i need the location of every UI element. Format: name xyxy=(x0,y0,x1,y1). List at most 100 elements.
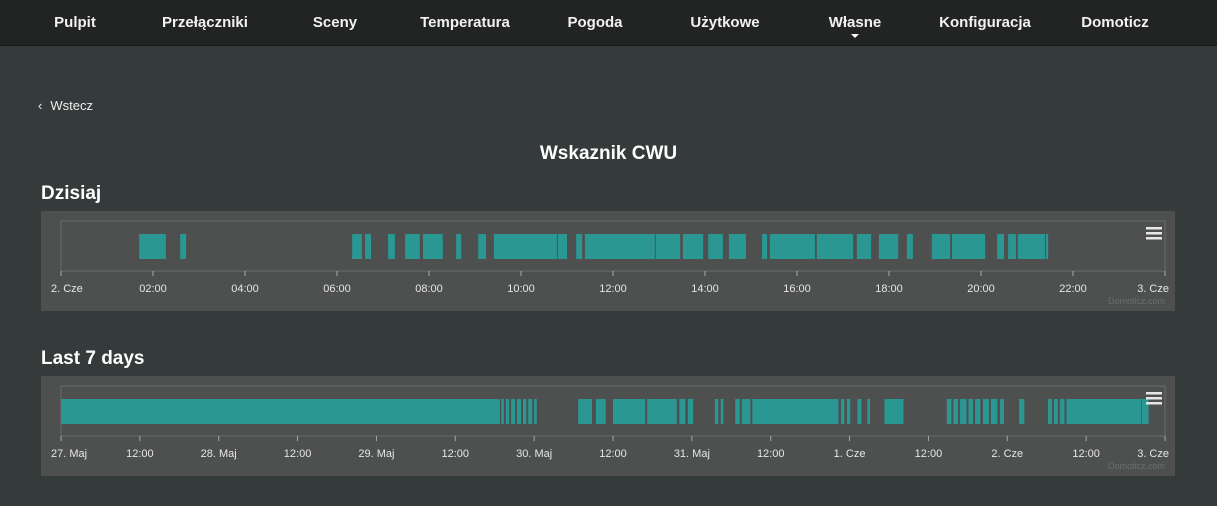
chart-heading: Dzisiaj xyxy=(41,183,102,204)
on-interval xyxy=(511,399,516,424)
on-interval xyxy=(679,399,686,424)
x-tick-label: 02:00 xyxy=(139,283,167,295)
on-interval xyxy=(576,234,583,259)
on-interval xyxy=(741,399,751,424)
timeline-chart: 27. Maj 12:00 28. Maj 12:00 29. Maj 12:00 30. … xyxy=(41,376,1175,476)
x-tick-label: 12:00 xyxy=(1072,448,1100,460)
on-interval xyxy=(990,399,998,424)
nav-item[interactable]: Sceny xyxy=(312,14,358,31)
on-interval xyxy=(953,399,958,424)
x-tick-label: 12:00 xyxy=(599,448,627,460)
dropdown-caret xyxy=(851,34,859,38)
on-interval xyxy=(1059,399,1065,424)
x-tick-label: 31. Maj xyxy=(674,448,710,460)
on-interval xyxy=(61,399,500,424)
on-interval xyxy=(180,234,187,259)
timeline-chart: 2. Cze 02:00 04:00 06:00 08:00 10:00 12:00 14:0… xyxy=(41,211,1175,311)
x-tick-label: 12:00 xyxy=(442,448,470,460)
x-tick-label: 27. Maj xyxy=(51,448,87,460)
on-interval xyxy=(388,234,395,259)
x-tick-label: 28. Maj xyxy=(201,448,237,460)
on-interval xyxy=(423,234,443,259)
x-tick-label: 12:00 xyxy=(915,448,943,460)
on-interval xyxy=(959,399,967,424)
nav-item[interactable]: Pogoda xyxy=(567,14,623,31)
on-interval xyxy=(816,234,854,259)
on-interval xyxy=(1000,399,1004,424)
on-interval xyxy=(968,399,974,424)
on-interval xyxy=(1048,399,1052,424)
on-interval xyxy=(405,234,420,259)
on-interval xyxy=(534,399,537,424)
menu-line[interactable] xyxy=(1146,237,1162,240)
on-interval xyxy=(528,399,533,424)
on-interval xyxy=(493,234,557,259)
on-interval xyxy=(578,399,592,424)
x-tick-label: 12:00 xyxy=(757,448,785,460)
chart-heading: Last 7 days xyxy=(41,348,145,369)
menu-line[interactable] xyxy=(1146,397,1162,400)
nav-item[interactable]: Temperatura xyxy=(420,14,510,31)
on-interval xyxy=(708,234,723,259)
on-interval xyxy=(997,234,1004,259)
x-tick-label: 12:00 xyxy=(599,283,627,295)
nav-item[interactable]: Domoticz xyxy=(1081,14,1149,31)
on-interval xyxy=(365,234,372,259)
on-interval xyxy=(878,234,899,259)
x-tick-label: 14:00 xyxy=(691,283,719,295)
on-interval xyxy=(752,399,839,424)
x-tick-label: 18:00 xyxy=(875,283,903,295)
menu-line[interactable] xyxy=(1146,227,1162,230)
x-tick-label: 1. Cze xyxy=(834,448,866,460)
menu-line[interactable] xyxy=(1146,402,1162,405)
nav-item[interactable]: Własne xyxy=(790,0,920,45)
on-interval xyxy=(1017,234,1045,259)
x-tick-label: 2. Cze xyxy=(51,283,83,295)
on-interval xyxy=(906,234,913,259)
on-interval xyxy=(139,234,166,259)
x-tick-label: 3. Cze xyxy=(1137,283,1169,295)
nav-item[interactable]: Przełączniki xyxy=(162,14,248,31)
back-text[interactable]: Wstecz xyxy=(50,98,93,113)
on-interval xyxy=(505,399,510,424)
on-interval xyxy=(1053,399,1058,424)
nav-bar: Pulpit Przełączniki Sceny Temperatura Pogoda… xyxy=(0,0,1217,46)
x-tick-label: 29. Maj xyxy=(358,448,394,460)
on-interval xyxy=(856,234,872,259)
on-interval xyxy=(846,399,851,424)
on-interval xyxy=(352,234,362,259)
on-interval xyxy=(522,399,527,424)
chart-credit: Domoticz.com xyxy=(1108,296,1165,306)
on-interval xyxy=(1066,399,1142,424)
x-tick-label: 06:00 xyxy=(323,283,351,295)
on-interval xyxy=(687,399,694,424)
x-tick-label: 10:00 xyxy=(507,283,535,295)
on-interval xyxy=(720,399,724,424)
x-tick-label: 04:00 xyxy=(231,283,259,295)
chart-menu-button[interactable] xyxy=(1146,227,1162,240)
on-interval xyxy=(1142,399,1149,424)
on-interval xyxy=(884,399,904,424)
chart-menu-button[interactable] xyxy=(1146,392,1162,405)
back-link[interactable]: ‹ Wstecz xyxy=(38,98,93,113)
on-interval xyxy=(952,234,986,259)
x-tick-label: 30. Maj xyxy=(516,448,552,460)
on-interval xyxy=(769,234,815,259)
nav-item[interactable]: Użytkowe xyxy=(690,14,760,31)
on-interval xyxy=(682,234,704,259)
on-interval xyxy=(478,234,487,259)
nav-item[interactable]: Pulpit xyxy=(54,14,96,31)
on-interval xyxy=(501,399,504,424)
menu-line[interactable] xyxy=(1146,392,1162,395)
on-interval xyxy=(762,234,768,259)
nav-item[interactable]: Konfiguracja xyxy=(939,14,1031,31)
on-interval xyxy=(946,399,952,424)
on-interval xyxy=(931,234,951,259)
on-interval xyxy=(982,399,989,424)
x-tick-label: 08:00 xyxy=(415,283,443,295)
menu-line[interactable] xyxy=(1146,232,1162,235)
x-tick-label: 12:00 xyxy=(126,448,154,460)
on-interval xyxy=(1045,234,1049,259)
on-interval xyxy=(735,399,740,424)
